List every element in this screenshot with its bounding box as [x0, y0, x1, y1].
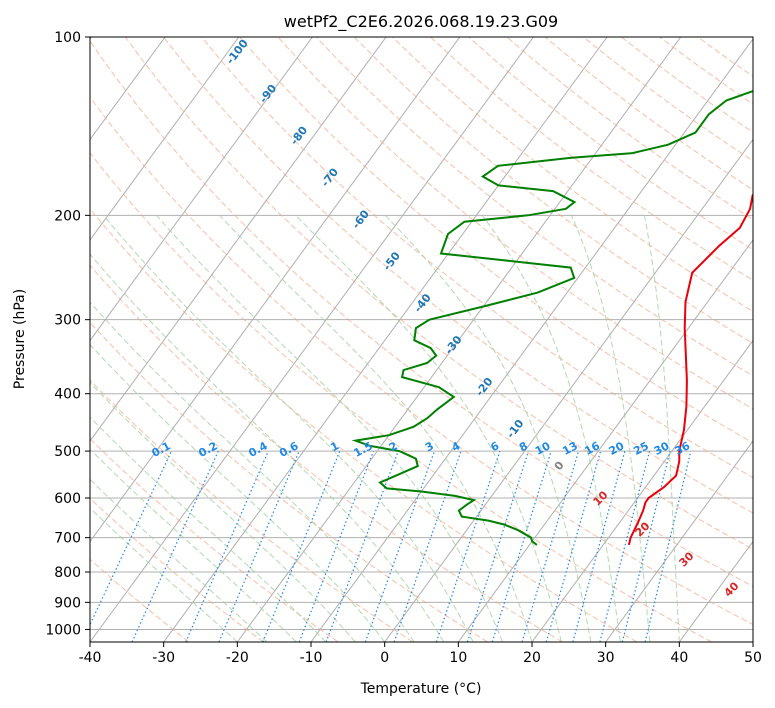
mixing-ratio-label: 20: [607, 439, 627, 458]
y-axis-label: Pressure (hPa): [12, 289, 28, 389]
dry-adiabat: [392, 37, 753, 313]
isotherm-gridline: [384, 138, 753, 642]
moist-adiabat: [156, 214, 503, 642]
moist-adiabat: [295, 214, 562, 642]
y-tick-label: 600: [54, 491, 81, 507]
mixing-ratio-label: 36: [673, 439, 693, 458]
x-tick-label: -20: [226, 650, 249, 666]
dry-adiabat: [90, 558, 190, 642]
plot-layer: [90, 37, 753, 642]
mixing-ratio-line: [621, 450, 671, 642]
dry-adiabat: [315, 37, 753, 377]
moist-adiabat: [90, 253, 445, 642]
moist-adiabat: [90, 478, 268, 642]
mixing-ratio-line: [545, 450, 602, 642]
dry-adiabat: [90, 264, 563, 642]
isotherm-gridline: [90, 37, 313, 342]
mixing-ratio-line: [393, 450, 462, 642]
plot-frame: [89, 36, 754, 643]
mixing-ratio-line: [218, 450, 300, 642]
isotherm-gridline: [90, 37, 387, 442]
moist-adiabat: [103, 214, 474, 642]
x-tick-label: 0: [380, 650, 389, 666]
x-tick-label: -10: [300, 650, 323, 666]
x-tick-label: 30: [597, 650, 615, 666]
dry-adiabat: [353, 37, 753, 344]
moist-adiabat: [90, 416, 327, 642]
isotherm-gridline: [531, 339, 753, 642]
y-tick-label: 300: [54, 313, 81, 329]
dry-adiabat: [90, 96, 753, 626]
x-tick-label: -40: [79, 650, 102, 666]
mixing-ratio-label: 16: [582, 439, 602, 458]
mixing-ratio-line: [185, 450, 269, 642]
mixing-ratio-line: [364, 450, 436, 642]
axis-layer: 0.1 0.2 0.4 0.6 1 1.5 2 3 4 6 8 10 13 16 20 25 30 36-100-…: [45, 30, 762, 666]
y-tick-label: 500: [54, 444, 81, 460]
dry-adiabat: [124, 37, 753, 550]
isotherm-gridline: [90, 37, 166, 141]
isotherm-gridline: [605, 440, 753, 642]
x-tick-label: 20: [523, 650, 541, 666]
mixing-ratio-line: [131, 450, 219, 642]
dry-adiabat: [90, 40, 753, 588]
mixing-ratio-line: [644, 450, 692, 642]
mixing-ratio-label: 13: [560, 439, 580, 458]
dry-adiabat: [90, 152, 712, 642]
moist-adiabat: [90, 301, 415, 642]
mixing-ratio-label: 30: [652, 439, 672, 458]
plot-area: [90, 37, 753, 642]
moist-adiabat: [90, 381, 356, 642]
isotherm-gridline: [90, 37, 534, 642]
dry-adiabat: [90, 379, 414, 642]
mixing-ratio-line: [521, 450, 580, 642]
y-tick-label: 400: [54, 387, 81, 403]
y-tick-label: 200: [54, 208, 81, 224]
y-tick-label: 100: [54, 30, 81, 46]
moist-adiabat: [384, 214, 592, 642]
mixing-ratio-line: [491, 450, 552, 642]
mixing-ratio-line: [90, 450, 173, 626]
mixing-ratio-label: 10: [533, 439, 553, 458]
mixing-ratio-line: [572, 450, 626, 642]
x-tick-label: 10: [449, 650, 467, 666]
temperature-profile-line: [627, 193, 753, 546]
x-tick-label: 50: [744, 650, 762, 666]
chart-title: wetPf2_C2E6.2026.068.19.23.G09: [284, 12, 558, 32]
isotherm-gridline: [236, 37, 682, 642]
dry-adiabat: [239, 37, 753, 444]
moist-adiabat: [481, 215, 621, 642]
y-tick-label: 800: [54, 565, 81, 581]
moist-adiabat: [570, 215, 651, 642]
y-tick-label: 1000: [45, 622, 81, 638]
isotherm-gridline: [90, 37, 240, 241]
moist-adiabat: [643, 215, 680, 642]
dry-adiabat: [163, 37, 753, 514]
dry-adiabat: [90, 208, 638, 642]
dry-adiabat: [90, 321, 488, 642]
mixing-ratio-line: [599, 450, 651, 642]
dewpoint-profile-line: [351, 90, 753, 546]
mixing-ratio-line: [466, 450, 530, 642]
x-tick-label: -30: [152, 650, 175, 666]
x-tick-label: 40: [670, 650, 688, 666]
mixing-ratio-line: [435, 450, 501, 642]
isotherm-gridline: [163, 37, 608, 642]
x-axis-label: Temperature (°C): [360, 681, 482, 697]
moist-adiabat: [219, 214, 533, 642]
moist-adiabat: [90, 343, 386, 642]
mixing-ratio-label: 25: [631, 439, 651, 458]
y-tick-label: 900: [54, 595, 81, 611]
y-tick-label: 700: [54, 531, 81, 547]
